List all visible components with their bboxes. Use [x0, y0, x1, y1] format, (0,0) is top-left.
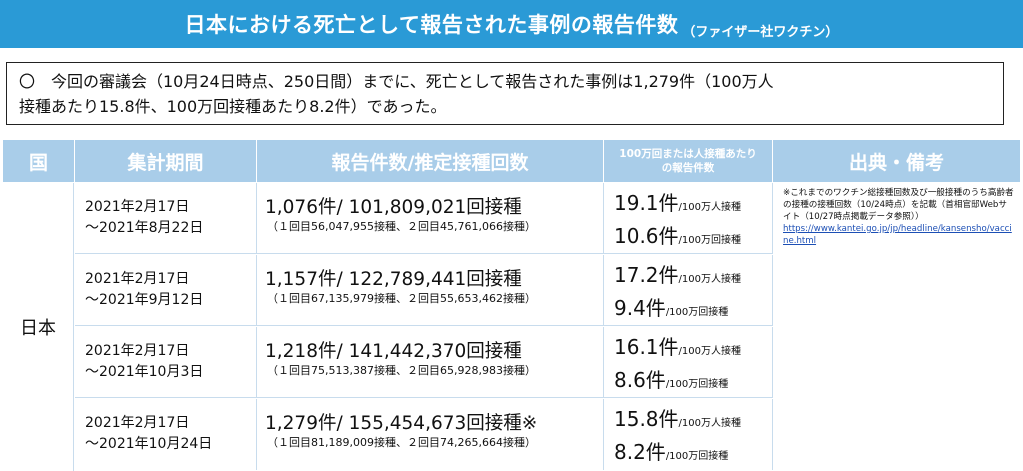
period-cell: 2021年2月17日 ～2021年9月12日 [75, 255, 257, 326]
period-cell: 2021年2月17日 ～2021年8月22日 [75, 183, 257, 254]
page-subtitle: （ファイザー社ワクチン） [682, 24, 839, 40]
rates-cell: 17.2件/100万人接種 9.4件/100万回接種 [604, 255, 773, 326]
header-rates: 100万回または人接種あたりの報告件数 [604, 140, 772, 182]
header-counts: 報告件数/推定接種回数 [257, 140, 603, 182]
rate-person-unit: /100万人接種 [678, 418, 741, 429]
period-start: 2021年2月17日 [85, 415, 190, 431]
rate-person-value: 19.1件 [614, 191, 679, 215]
count-main: 1,279件/ 155,454,673回接種※ [265, 413, 538, 434]
period-end: ～2021年8月22日 [85, 220, 204, 236]
rate-person-unit: /100万人接種 [678, 274, 741, 285]
rate-dose-unit: /100万回接種 [665, 307, 729, 318]
counts-cell: 1,157件/ 122,789,441回接種 （１回目67,135,979接種、… [257, 255, 604, 326]
counts-cell: 1,076件/ 101,809,021回接種 （１回目56,047,955接種、… [257, 183, 604, 254]
period-start: 2021年2月17日 [85, 343, 190, 359]
counts-cell: 1,279件/ 155,454,673回接種※ （１回目81,189,009接種… [257, 399, 604, 470]
summary-box: 〇 今回の審議会（10月24日時点、250日間）までに、死亡として報告された事例… [6, 62, 1004, 125]
rates-cell: 16.1件/100万人接種 8.6件/100万回接種 [604, 327, 773, 398]
rate-dose-unit: /100万回接種 [678, 235, 741, 246]
header-period: 集計期間 [75, 140, 256, 182]
table-row: 2021年2月17日 ～2021年9月12日 1,157件/ 122,789,4… [75, 255, 773, 326]
period-end: ～2021年10月3日 [85, 364, 204, 380]
rate-person-value: 16.1件 [614, 335, 679, 359]
table-row: 2021年2月17日 ～2021年8月22日 1,076件/ 101,809,0… [75, 183, 773, 254]
period-start: 2021年2月17日 [85, 199, 190, 215]
rate-person-value: 17.2件 [614, 263, 679, 287]
title-bar: 日本における死亡として報告された事例の報告件数 （ファイザー社ワクチン） [0, 0, 1023, 48]
rate-person-unit: /100万人接種 [678, 202, 741, 213]
summary-line-2: 接種あたり15.8件、100万回接種あたり8.2件）であった。 [19, 97, 447, 116]
period-start: 2021年2月17日 [85, 271, 190, 287]
page-title: 日本における死亡として報告された事例の報告件数 [184, 13, 679, 37]
rates-cell: 19.1件/100万人接種 10.6件/100万回接種 [604, 183, 773, 254]
period-cell: 2021年2月17日 ～2021年10月24日 [75, 399, 257, 470]
count-breakdown: （１回目81,189,009接種、２回目74,265,664接種） [267, 436, 536, 449]
table-row: 2021年2月17日 ～2021年10月3日 1,218件/ 141,442,3… [75, 327, 773, 398]
count-main: 1,076件/ 101,809,021回接種 [265, 197, 522, 218]
rates-cell: 15.8件/100万人接種 8.2件/100万回接種 [604, 399, 773, 470]
notes-text: ※これまでのワクチン総接種回数及び一般接種のうち高齢者の接種の接種回数（10/2… [783, 188, 1014, 222]
summary-line-1: 〇 今回の審議会（10月24日時点、250日間）までに、死亡として報告された事例… [19, 72, 774, 91]
period-end: ～2021年10月24日 [85, 436, 213, 452]
period-cell: 2021年2月17日 ～2021年10月3日 [75, 327, 257, 398]
rate-person-value: 15.8件 [614, 407, 679, 431]
period-end: ～2021年9月12日 [85, 292, 204, 308]
table-row: 2021年2月17日 ～2021年10月24日 1,279件/ 155,454,… [75, 399, 773, 470]
rate-dose-value: 8.6件 [614, 368, 666, 392]
header-country: 国 [3, 140, 74, 182]
rate-dose-value: 10.6件 [614, 224, 679, 248]
source-link[interactable]: https://www.kantei.go.jp/jp/headline/kan… [783, 224, 1012, 246]
header-notes: 出典・備考 [773, 140, 1020, 182]
counts-cell: 1,218件/ 141,442,370回接種 （１回目75,513,387接種、… [257, 327, 604, 398]
rate-person-unit: /100万人接種 [678, 346, 741, 357]
rate-dose-value: 8.2件 [614, 440, 666, 464]
count-breakdown: （１回目67,135,979接種、２回目55,653,462接種） [267, 292, 536, 305]
count-breakdown: （１回目75,513,387接種、２回目65,928,983接種） [267, 364, 536, 377]
notes-cell: ※これまでのワクチン総接種回数及び一般接種のうち高齢者の接種の接種回数（10/2… [773, 183, 1020, 471]
count-main: 1,157件/ 122,789,441回接種 [265, 269, 522, 290]
count-main: 1,218件/ 141,442,370回接種 [265, 341, 522, 362]
rate-dose-unit: /100万回接種 [665, 451, 729, 462]
rate-dose-unit: /100万回接種 [665, 379, 729, 390]
count-breakdown: （１回目56,047,955接種、２回目45,761,066接種） [267, 220, 536, 233]
country-cell: 日本 [3, 183, 74, 471]
rate-dose-value: 9.4件 [614, 296, 666, 320]
